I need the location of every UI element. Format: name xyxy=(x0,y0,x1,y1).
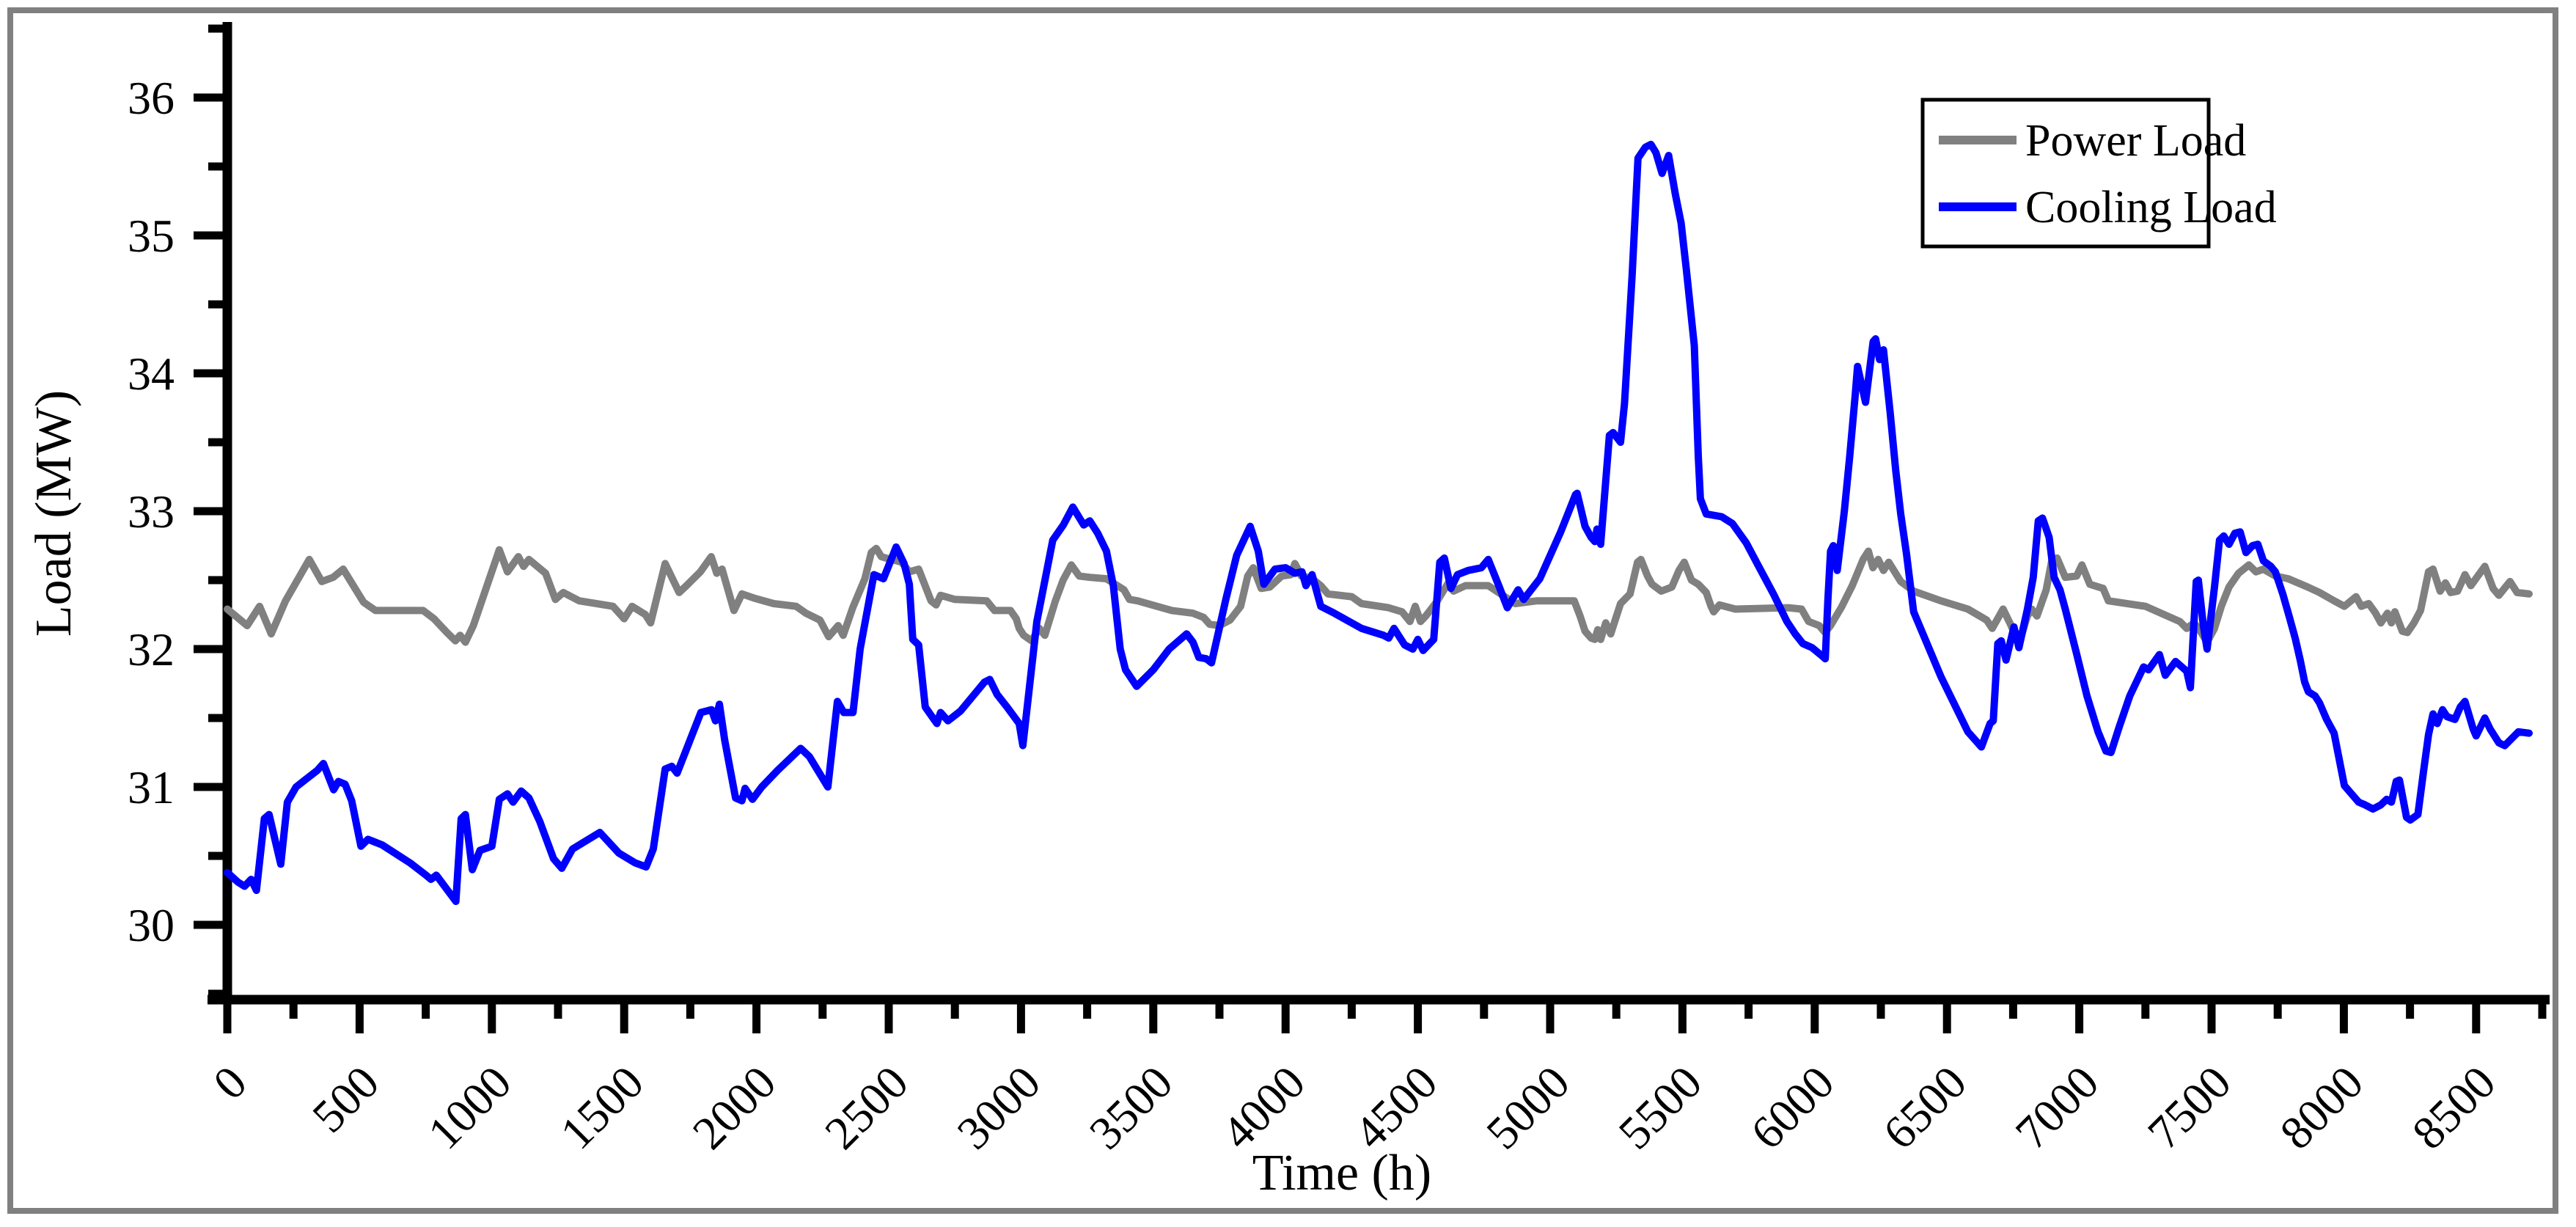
legend-label-power-load: Power Load xyxy=(2025,116,2246,166)
x-tick-label: 3500 xyxy=(1079,1056,1183,1160)
x-tick-label: 6000 xyxy=(1741,1056,1844,1160)
x-tick-label: 2000 xyxy=(683,1056,786,1160)
legend: Power Load Cooling Load xyxy=(1920,98,2277,249)
y-tick-label: 36 xyxy=(128,72,175,124)
y-tick-label: 32 xyxy=(128,623,175,675)
x-tick-label: 500 xyxy=(302,1056,389,1143)
x-tick-label: 1000 xyxy=(418,1056,521,1160)
figure-border xyxy=(7,7,2558,1214)
x-tick-label: 0 xyxy=(203,1056,257,1110)
x-tick-label: 4500 xyxy=(1344,1056,1447,1160)
y-tick-label: 31 xyxy=(128,761,175,813)
legend-label-cooling-load: Cooling Load xyxy=(2025,183,2277,232)
x-tick-label: 8500 xyxy=(2402,1056,2506,1160)
x-tick-label: 5500 xyxy=(1609,1056,1712,1160)
x-axis-title: Time (h) xyxy=(1252,1145,1431,1201)
y-tick-label: 34 xyxy=(128,348,175,400)
x-tick-label: 8000 xyxy=(2270,1056,2374,1160)
y-tick-label: 30 xyxy=(128,899,175,951)
x-tick-label: 3000 xyxy=(947,1056,1051,1160)
x-tick-label: 7500 xyxy=(2138,1056,2241,1160)
x-tick-label: 6500 xyxy=(1873,1056,1976,1160)
x-tick-label: 1500 xyxy=(550,1056,653,1160)
y-tick-label: 33 xyxy=(128,486,175,538)
power-load-line xyxy=(224,544,2533,648)
x-tick-label: 4000 xyxy=(1211,1056,1315,1160)
x-tick-label: 7000 xyxy=(2006,1056,2109,1160)
x-tick-label: 2500 xyxy=(815,1056,918,1160)
legend-box xyxy=(1920,98,2211,249)
cooling-load-line xyxy=(224,140,2533,905)
x-tick-label: 5000 xyxy=(1476,1056,1579,1160)
y-tick-label: 35 xyxy=(128,210,175,262)
y-axis-title: Load (MW) xyxy=(26,390,82,637)
